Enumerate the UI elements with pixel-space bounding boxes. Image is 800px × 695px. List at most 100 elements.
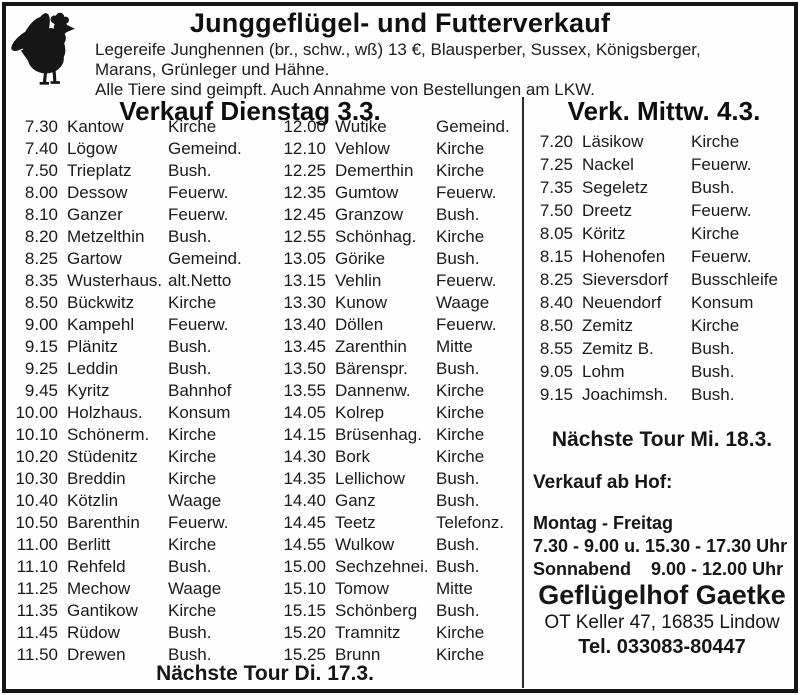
schedule-row: 11.35GantikowKirche [10,600,270,622]
row-time: 10.50 [10,512,58,534]
row-place: Vehlow [326,138,436,160]
row-location: Feuerw. [691,153,793,176]
row-time: 8.25 [533,268,573,291]
row-time: 7.30 [10,116,58,138]
schedule-row: 14.45TeetzTelefonz. [278,512,526,534]
row-place: Zarenthin [326,336,436,358]
row-location: Kirche [436,402,526,424]
row-time: 13.55 [278,380,326,402]
schedule-row: 12.10VehlowKirche [278,138,526,160]
row-location: Bush. [436,534,526,556]
row-location: Waage [436,292,526,314]
row-place: Görike [326,248,436,270]
row-place: Schönberg [326,600,436,622]
row-time: 7.20 [533,130,573,153]
row-time: 11.10 [10,556,58,578]
schedule-row: 14.15Brüsenhag.Kirche [278,424,526,446]
row-location: Feuerw. [168,314,270,336]
schedule-row: 8.35Wusterhaus.alt.Netto [10,270,270,292]
row-location: Bush. [691,383,793,406]
row-place: Dessow [58,182,168,204]
row-location: Kirche [691,130,793,153]
schedule-row: 8.20MetzelthinBush. [10,226,270,248]
row-location: Kirche [691,314,793,337]
row-place: Leddin [58,358,168,380]
schedule-row: 10.40KötzlinWaage [10,490,270,512]
row-place: Rüdow [58,622,168,644]
business-name: Geflügelhof Gaetke [528,580,796,611]
row-location: Feuerw. [691,245,793,268]
schedule-row: 12.55Schönhag.Kirche [278,226,526,248]
tuesday-schedule-column-2: 12.00WutikeGemeind.12.10VehlowKirche12.2… [278,116,526,666]
row-location: Bush. [436,204,526,226]
row-location: Feuerw. [168,204,270,226]
row-place: Teetz [326,512,436,534]
schedule-row: 7.25NackelFeuerw. [533,153,793,176]
row-location: Kirche [168,424,270,446]
schedule-row: 8.00DessowFeuerw. [10,182,270,204]
row-place: Läsikow [573,130,691,153]
row-location: Feuerw. [168,512,270,534]
row-location: Bush. [436,490,526,512]
schedule-row: 12.00WutikeGemeind. [278,116,526,138]
schedule-row: 9.05LohmBush. [533,360,793,383]
row-time: 8.55 [533,337,573,360]
row-time: 10.40 [10,490,58,512]
row-place: Kyritz [58,380,168,402]
tuesday-next-tour: Nächste Tour Di. 17.3. [0,662,530,686]
row-time: 11.45 [10,622,58,644]
schedule-row: 14.55WulkowBush. [278,534,526,556]
description-line-1: Legereife Junghennen (br., schw., wß) 13… [95,40,775,60]
schedule-row: 11.25MechowWaage [10,578,270,600]
row-place: Granzow [326,204,436,226]
row-location: Kirche [168,116,270,138]
row-time: 14.35 [278,468,326,490]
row-location: Bush. [691,337,793,360]
schedule-row: 9.45KyritzBahnhof [10,380,270,402]
schedule-row: 11.10RehfeldBush. [10,556,270,578]
row-location: Kirche [436,380,526,402]
row-place: Dreetz [573,199,691,222]
schedule-row: 13.50Bärenspr.Bush. [278,358,526,380]
row-location: Bahnhof [168,380,270,402]
row-location: Bush. [168,556,270,578]
row-time: 8.50 [533,314,573,337]
schedule-row: 10.30BreddinKirche [10,468,270,490]
row-place: Schönerm. [58,424,168,446]
schedule-row: 14.05KolrepKirche [278,402,526,424]
schedule-row: 9.15Joachimsh.Bush. [533,383,793,406]
row-place: Dannenw. [326,380,436,402]
business-address: OT Keller 47, 16835 Lindow [528,612,796,634]
schedule-row: 7.50TrieplatzBush. [10,160,270,182]
row-time: 9.05 [533,360,573,383]
schedule-row: 8.55Zemitz B.Bush. [533,337,793,360]
schedule-row: 7.35SegeletzBush. [533,176,793,199]
row-place: Köritz [573,222,691,245]
row-time: 8.40 [533,291,573,314]
row-location: Bush. [691,360,793,383]
schedule-row: 14.40GanzBush. [278,490,526,512]
row-time: 8.15 [533,245,573,268]
row-time: 14.45 [278,512,326,534]
schedule-row: 8.25SieversdorfBusschleife [533,268,793,291]
schedule-row: 7.50DreetzFeuerw. [533,199,793,222]
schedule-row: 8.40NeuendorfKonsum [533,291,793,314]
row-place: Zemitz B. [573,337,691,360]
row-time: 13.50 [278,358,326,380]
row-location: Bush. [168,358,270,380]
row-location: Waage [168,578,270,600]
schedule-row: 9.15PlänitzBush. [10,336,270,358]
row-time: 12.45 [278,204,326,226]
row-location: Kirche [168,600,270,622]
schedule-row: 8.50ZemitzKirche [533,314,793,337]
row-time: 14.40 [278,490,326,512]
schedule-row: 13.05GörikeBush. [278,248,526,270]
row-place: Neuendorf [573,291,691,314]
schedule-row: 11.00BerlittKirche [10,534,270,556]
row-place: Ganzer [58,204,168,226]
schedule-row: 13.30KunowWaage [278,292,526,314]
row-time: 9.45 [10,380,58,402]
column-divider [522,97,524,688]
row-location: Kirche [168,534,270,556]
row-place: Breddin [58,468,168,490]
